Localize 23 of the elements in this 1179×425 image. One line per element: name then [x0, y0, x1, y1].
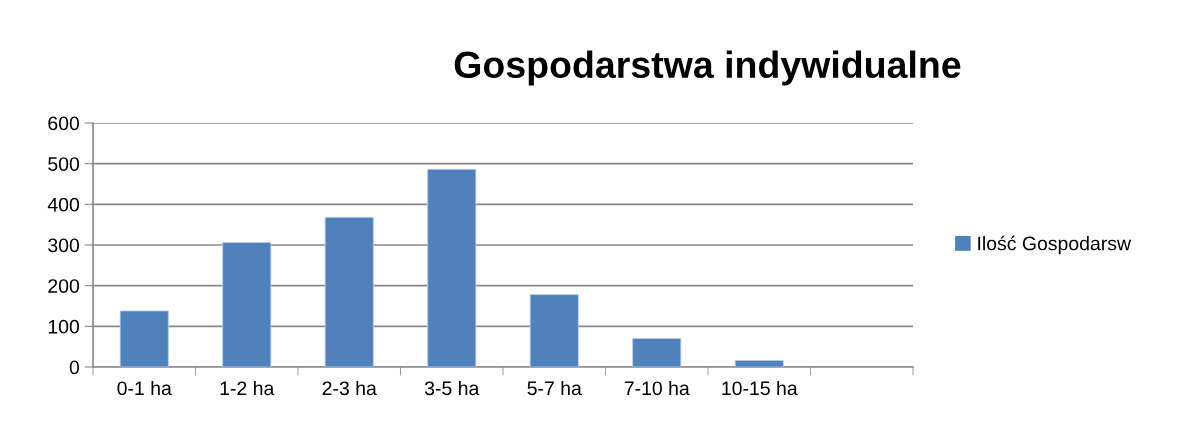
- bar: [427, 168, 477, 367]
- y-tick-label: 500: [48, 157, 80, 171]
- bar: [734, 360, 784, 367]
- bar: [529, 294, 579, 367]
- y-tick-label: 300: [48, 238, 80, 253]
- y-tick-label: 200: [48, 279, 80, 293]
- x-tick-label: 7-10 ha: [624, 380, 690, 396]
- chart-title: Gospodarstwa indywidualne: [454, 50, 961, 86]
- x-tick-label: 3-5 ha: [424, 380, 480, 396]
- bar: [324, 216, 374, 367]
- bar: [632, 338, 682, 367]
- x-tick-label: 2-3 ha: [322, 380, 377, 396]
- y-tick-label: 0: [69, 360, 80, 375]
- x-tick-label: 5-7 ha: [527, 380, 582, 396]
- x-tick-label: 0-1 ha: [117, 380, 172, 396]
- y-tick-label: 400: [47, 197, 80, 212]
- x-tick-label: 1-2 ha: [220, 380, 275, 396]
- bar: [119, 310, 169, 367]
- y-tick-label: 100: [48, 319, 80, 334]
- x-tick-label: 10-15 ha: [722, 380, 798, 396]
- y-tick-label: 600: [48, 116, 80, 131]
- bar: [222, 242, 272, 367]
- legend-label: Ilość Gospodarsw: [978, 235, 1132, 255]
